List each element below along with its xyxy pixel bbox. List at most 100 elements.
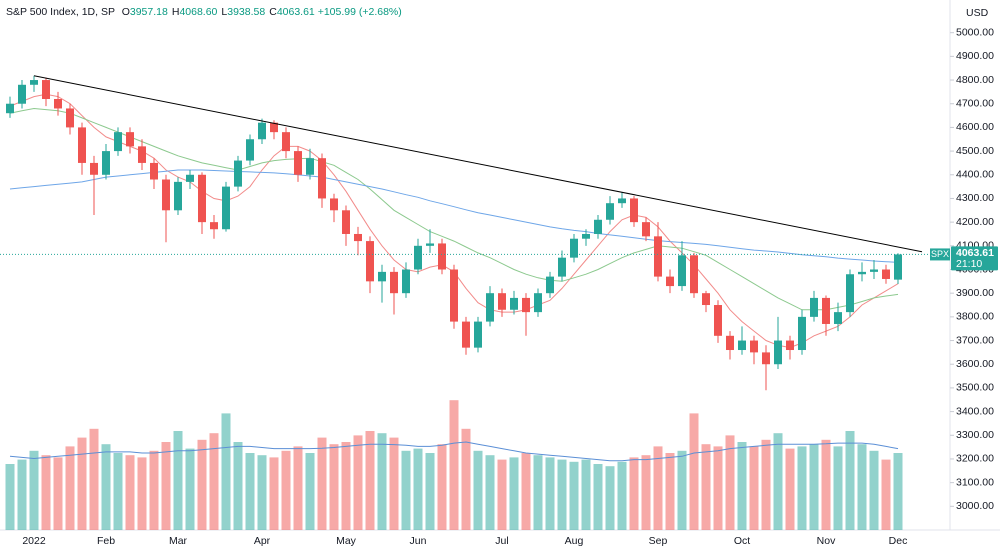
- volume-bar: [857, 444, 867, 530]
- y-tick-label: 3300.00: [956, 429, 994, 441]
- candle-body: [486, 293, 494, 322]
- y-tick-label: 3900.00: [956, 287, 994, 299]
- price-tag-bg: [951, 246, 998, 271]
- y-tick-label: 5000.00: [956, 26, 994, 38]
- candle-body: [714, 305, 722, 336]
- volume-bar: [473, 450, 483, 530]
- y-tick-label: 3500.00: [956, 382, 994, 394]
- volume-bar: [785, 448, 795, 530]
- candle-body: [798, 316, 806, 351]
- volume-bar: [29, 450, 39, 530]
- volume-bar: [593, 464, 603, 530]
- volume-bar: [461, 428, 471, 530]
- y-tick-label: 4900.00: [956, 50, 994, 62]
- candle-body: [174, 181, 182, 211]
- candle-body: [402, 269, 410, 294]
- candle-body: [774, 340, 782, 365]
- volume-bar: [509, 457, 519, 530]
- y-tick-label: 4600.00: [956, 121, 994, 133]
- candle-body: [822, 297, 830, 324]
- volume-bar: [317, 437, 327, 530]
- candle-body: [414, 245, 422, 270]
- volume-bar: [845, 431, 855, 530]
- volume-bar: [257, 455, 267, 530]
- candle-body: [390, 271, 398, 294]
- ohlc: O3957.18 H4068.60 L3938.58 C4063.61: [118, 6, 315, 18]
- volume-bar: [677, 450, 687, 530]
- x-tick-label: May: [336, 535, 357, 547]
- volume-bar: [749, 446, 759, 530]
- candle-body: [450, 269, 458, 322]
- x-tick-label: Dec: [889, 535, 908, 547]
- volume-bar: [689, 413, 699, 530]
- candle-body: [606, 203, 614, 220]
- candle-body: [30, 80, 38, 85]
- volume-bar: [497, 459, 507, 530]
- candle-body: [858, 271, 866, 275]
- volume-bar: [41, 455, 51, 530]
- legend-header: S&P 500 Index, 1D, SP O3957.18 H4068.60 L3…: [6, 6, 402, 18]
- volume-bar: [329, 444, 339, 530]
- candle-body: [462, 321, 470, 348]
- ohlc-label: L: [221, 6, 228, 18]
- ohlc-value-label: 3938.58: [227, 6, 266, 18]
- y-tick-label: 3400.00: [956, 405, 994, 417]
- volume-bar: [533, 455, 543, 530]
- candle-body: [318, 158, 326, 199]
- candle-body: [726, 335, 734, 351]
- volume-bar: [773, 433, 783, 530]
- candle-body: [270, 122, 278, 133]
- volume-bar: [893, 453, 903, 530]
- volume-bar: [245, 453, 255, 530]
- volume-bar: [653, 446, 663, 530]
- candle-body: [210, 222, 218, 230]
- ohlc-value-label: 4068.60: [179, 6, 218, 18]
- candle-body: [306, 158, 314, 175]
- volume-bar: [485, 455, 495, 530]
- candle-body: [786, 340, 794, 351]
- candle-body: [474, 321, 482, 348]
- volume-bar: [437, 444, 447, 530]
- volume-bar: [821, 439, 831, 530]
- volume-bar: [305, 453, 315, 530]
- candle-body: [426, 243, 434, 246]
- candle-body: [834, 312, 842, 324]
- candle-body: [258, 122, 266, 140]
- volume-bar: [377, 433, 387, 530]
- volume-bar: [869, 450, 879, 530]
- candle-body: [186, 174, 194, 182]
- candle-body: [150, 162, 158, 180]
- candle-body: [534, 293, 542, 313]
- candle-body: [522, 297, 530, 313]
- volume-bar: [101, 444, 111, 530]
- y-tick-label: 4200.00: [956, 216, 994, 228]
- volume-bar: [557, 459, 567, 530]
- ohlc-label: C: [269, 6, 277, 18]
- currency: USD: [966, 7, 989, 19]
- volume-bar: [545, 457, 555, 530]
- candle-body: [42, 80, 50, 99]
- candle-body: [762, 352, 770, 365]
- ohlc-label: H: [171, 6, 180, 18]
- volume-bar: [413, 448, 423, 530]
- volume-bar: [425, 453, 435, 530]
- volume-bar: [617, 461, 627, 530]
- moving-average: [9, 107, 899, 311]
- volume-bar: [581, 459, 591, 530]
- volume-bar: [569, 461, 579, 530]
- y-tick-label: 3800.00: [956, 311, 994, 323]
- volume-bar: [185, 448, 195, 530]
- candle-body: [498, 293, 506, 310]
- volume-bar: [197, 439, 207, 530]
- x-tick-label: Jul: [495, 535, 508, 547]
- volume-bar: [5, 464, 15, 530]
- candle-body: [18, 84, 26, 104]
- countdown: 21:10: [956, 258, 982, 270]
- volume-bar: [449, 400, 459, 530]
- candle-body: [654, 236, 662, 277]
- price-tag: 4063.61: [956, 247, 994, 259]
- volume-bar: [629, 457, 639, 530]
- volume-bar: [737, 442, 747, 530]
